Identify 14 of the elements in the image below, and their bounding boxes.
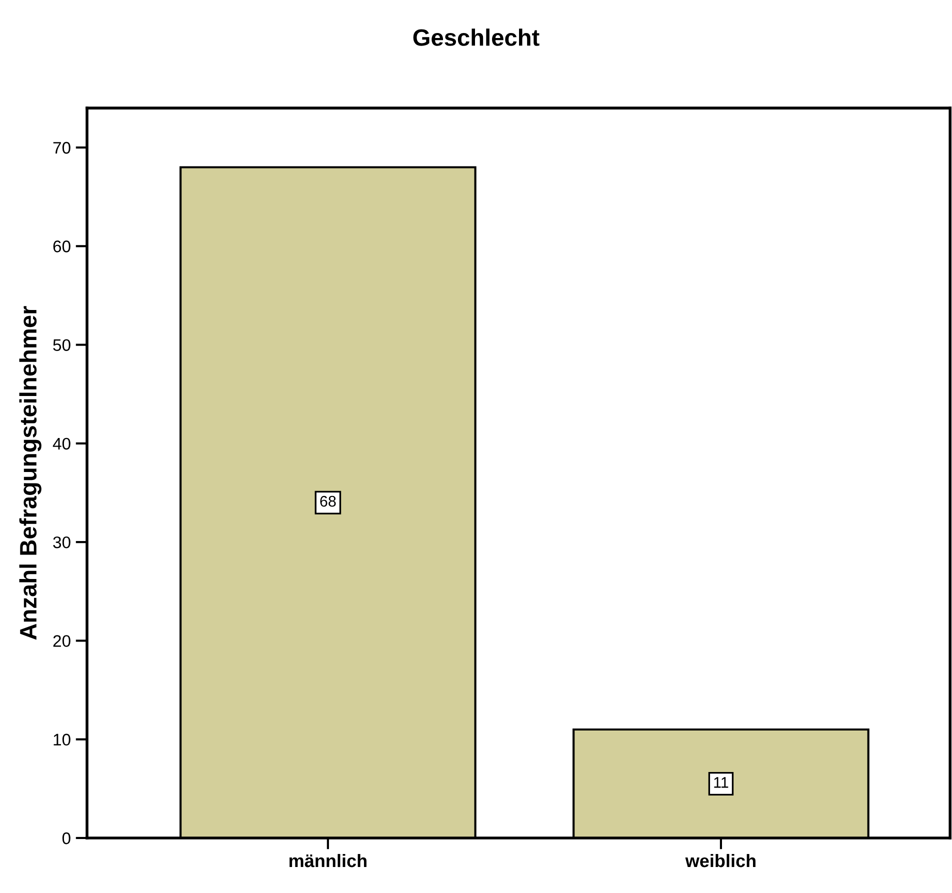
y-tick-label: 30	[53, 536, 70, 548]
y-tick-label: 0	[62, 832, 70, 844]
x-tick-label: männlich	[290, 854, 366, 868]
x-tick-label: weiblich	[685, 854, 756, 868]
y-tick-label: 50	[53, 339, 70, 351]
y-tick-label: 40	[52, 438, 70, 450]
data-label: 68	[320, 496, 336, 507]
y-tick-label: 10	[54, 734, 70, 746]
y-axis-title: Anzahl Befragungsteilnehmer	[19, 306, 42, 640]
y-tick-label: 20	[53, 635, 70, 647]
chart-title: Geschlecht	[413, 28, 540, 46]
y-tick-label: 70	[53, 142, 70, 154]
data-label: 11	[714, 777, 728, 788]
y-tick-label: 60	[53, 240, 70, 252]
